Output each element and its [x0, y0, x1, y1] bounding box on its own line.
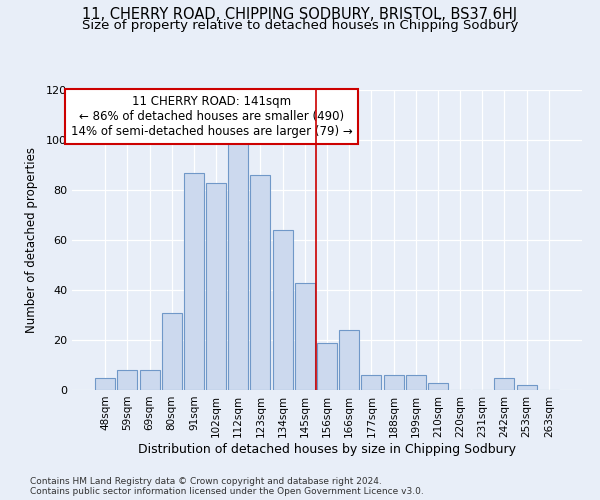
Bar — [383, 375, 404, 390]
Bar — [118, 370, 137, 390]
Bar — [494, 378, 514, 390]
Bar — [250, 175, 271, 390]
Text: 11, CHERRY ROAD, CHIPPING SODBURY, BRISTOL, BS37 6HJ: 11, CHERRY ROAD, CHIPPING SODBURY, BRIST… — [82, 8, 518, 22]
Bar — [428, 382, 448, 390]
Bar — [95, 378, 115, 390]
Y-axis label: Number of detached properties: Number of detached properties — [25, 147, 38, 333]
Bar — [228, 142, 248, 390]
Bar — [339, 330, 359, 390]
Text: Contains HM Land Registry data © Crown copyright and database right 2024.: Contains HM Land Registry data © Crown c… — [30, 478, 382, 486]
Bar — [317, 342, 337, 390]
Text: Size of property relative to detached houses in Chipping Sodbury: Size of property relative to detached ho… — [82, 19, 518, 32]
Bar — [184, 172, 204, 390]
Bar — [272, 230, 293, 390]
Bar — [361, 375, 382, 390]
Text: Contains public sector information licensed under the Open Government Licence v3: Contains public sector information licen… — [30, 488, 424, 496]
Bar — [295, 282, 315, 390]
Text: 11 CHERRY ROAD: 141sqm
← 86% of detached houses are smaller (490)
14% of semi-de: 11 CHERRY ROAD: 141sqm ← 86% of detached… — [71, 95, 353, 138]
Bar — [162, 312, 182, 390]
Bar — [406, 375, 426, 390]
Text: Distribution of detached houses by size in Chipping Sodbury: Distribution of detached houses by size … — [138, 442, 516, 456]
Bar — [517, 385, 536, 390]
Bar — [206, 182, 226, 390]
Bar — [140, 370, 160, 390]
